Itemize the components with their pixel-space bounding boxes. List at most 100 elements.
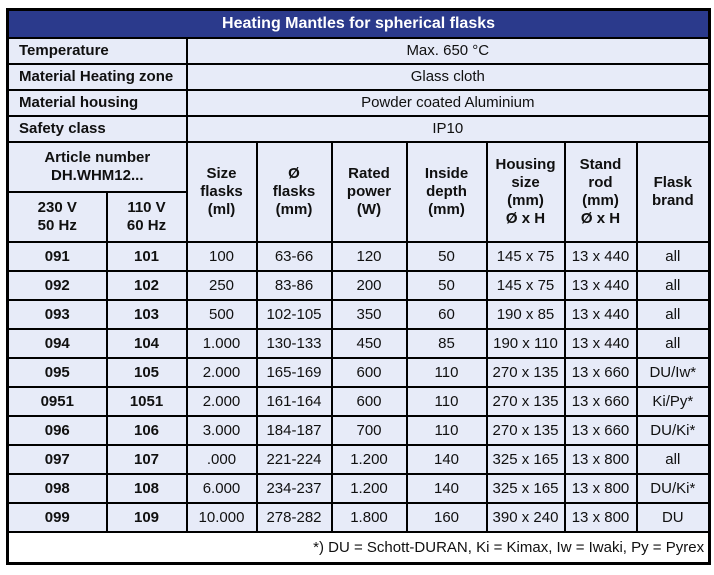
table-row: 091 101 100 63-66 120 50 145 x 75 13 x 440 all [6,240,711,272]
info-row-material-housing: Material housing Powder coated Aluminium [6,88,711,117]
cell-rated-power: 200 [330,269,408,301]
cell-rated-power: 450 [330,327,408,359]
cell-article-230v: 097 [6,443,108,475]
cell-stand-rod: 13 x 440 [563,327,638,359]
info-label-temperature: Temperature [6,36,188,65]
heating-mantles-spec-table: Heating Mantles for spherical flasks Tem… [6,8,712,565]
cell-dia-flasks: 165-169 [255,356,333,388]
cell-inside-depth: 50 [405,240,488,272]
cell-size-flasks: .000 [185,443,258,475]
header-row-voltage: 230 V 50 Hz 110 V 60 Hz [6,190,710,243]
cell-flask-brand: all [635,269,711,301]
cell-inside-depth: 110 [405,414,488,446]
cell-rated-power: 1.200 [330,472,408,504]
cell-rated-power: 1.200 [330,443,408,475]
footnote: *) DU = Schott-DURAN, Ki = Kimax, Iw = I… [6,530,711,565]
cell-article-110v: 105 [105,356,188,388]
cell-article-110v: 106 [105,414,188,446]
info-value-temperature: Max. 650 °C [185,36,711,65]
cell-housing-size: 390 x 240 [485,501,566,533]
cell-stand-rod: 13 x 660 [563,356,638,388]
info-value-material-housing: Powder coated Aluminium [185,88,711,117]
cell-housing-size: 145 x 75 [485,269,566,301]
cell-article-230v: 095 [6,356,108,388]
footnote-row: *) DU = Schott-DURAN, Ki = Kimax, Iw = I… [6,530,711,565]
cell-size-flasks: 100 [185,240,258,272]
cell-article-110v: 101 [105,240,188,272]
cell-article-230v: 091 [6,240,108,272]
cell-article-110v: 102 [105,269,188,301]
table-row: 098 108 6.000 234-237 1.200 140 325 x 165 13 x … [6,472,711,504]
header-230v-50hz: 230 V 50 Hz [6,190,108,243]
cell-dia-flasks: 184-187 [255,414,333,446]
cell-flask-brand: DU/Iw* [635,356,711,388]
cell-stand-rod: 13 x 660 [563,414,638,446]
cell-article-230v: 099 [6,501,108,533]
info-value-material-heating-zone: Glass cloth [185,62,711,91]
cell-article-230v: 093 [6,298,108,330]
cell-inside-depth: 160 [405,501,488,533]
cell-stand-rod: 13 x 440 [563,298,638,330]
cell-dia-flasks: 130-133 [255,327,333,359]
cell-inside-depth: 50 [405,269,488,301]
cell-size-flasks: 10.000 [185,501,258,533]
header-housing-size: Housing size (mm) Ø x H [485,140,566,243]
cell-dia-flasks: 234-237 [255,472,333,504]
cell-housing-size: 270 x 135 [485,356,566,388]
info-row-temperature: Temperature Max. 650 °C [6,36,711,65]
cell-dia-flasks: 221-224 [255,443,333,475]
cell-size-flasks: 3.000 [185,414,258,446]
cell-housing-size: 190 x 85 [485,298,566,330]
cell-rated-power: 120 [330,240,408,272]
cell-size-flasks: 2.000 [185,385,258,417]
header-dia-flasks: Ø flasks (mm) [255,140,333,243]
cell-inside-depth: 110 [405,385,488,417]
cell-flask-brand: DU [635,501,711,533]
table-row: 097 107.000 221-224 1.200 140 325 x 165 13 x 8… [6,443,711,475]
info-label-safety-class: Safety class [6,114,188,143]
cell-inside-depth: 140 [405,443,488,475]
cell-dia-flasks: 278-282 [255,501,333,533]
info-label-material-housing: Material housing [6,88,188,117]
cell-article-110v: 103 [105,298,188,330]
cell-stand-rod: 13 x 800 [563,501,638,533]
header-stand-rod: Stand rod (mm) Ø x H [563,140,638,243]
header-size-flasks: Size flasks (ml) [185,140,258,243]
data-rows: 091 101 100 63-66 120 50 145 x 75 13 x 440 all 09… [6,240,711,533]
cell-housing-size: 190 x 110 [485,327,566,359]
cell-flask-brand: all [635,443,711,475]
cell-stand-rod: 13 x 440 [563,269,638,301]
cell-article-230v: 098 [6,472,108,504]
cell-rated-power: 1.800 [330,501,408,533]
cell-dia-flasks: 161-164 [255,385,333,417]
table-row: 0951 1051 2.000 161-164 600 110 270 x 135 13 x … [6,385,711,417]
cell-housing-size: 325 x 165 [485,472,566,504]
header-inside-depth: Inside depth (mm) [405,140,488,243]
cell-flask-brand: Ki/Py* [635,385,711,417]
header-rated-power: Rated power (W) [330,140,408,243]
cell-article-230v: 0951 [6,385,108,417]
cell-housing-size: 145 x 75 [485,240,566,272]
title-row: Heating Mantles for spherical flasks [6,8,711,39]
info-label-material-heating-zone: Material Heating zone [6,62,188,91]
cell-size-flasks: 1.000 [185,327,258,359]
cell-article-110v: 109 [105,501,188,533]
cell-size-flasks: 2.000 [185,356,258,388]
cell-stand-rod: 13 x 660 [563,385,638,417]
info-row-safety-class: Safety class IP10 [6,114,711,143]
cell-inside-depth: 140 [405,472,488,504]
cell-size-flasks: 250 [185,269,258,301]
table-row: 092 102 250 83-86 200 50 145 x 75 13 x 440 all [6,269,711,301]
cell-size-flasks: 6.000 [185,472,258,504]
cell-housing-size: 270 x 135 [485,385,566,417]
cell-stand-rod: 13 x 800 [563,472,638,504]
cell-stand-rod: 13 x 440 [563,240,638,272]
cell-rated-power: 600 [330,356,408,388]
cell-article-110v: 107 [105,443,188,475]
cell-rated-power: 350 [330,298,408,330]
cell-dia-flasks: 63-66 [255,240,333,272]
cell-article-110v: 108 [105,472,188,504]
cell-housing-size: 325 x 165 [485,443,566,475]
cell-flask-brand: all [635,298,711,330]
